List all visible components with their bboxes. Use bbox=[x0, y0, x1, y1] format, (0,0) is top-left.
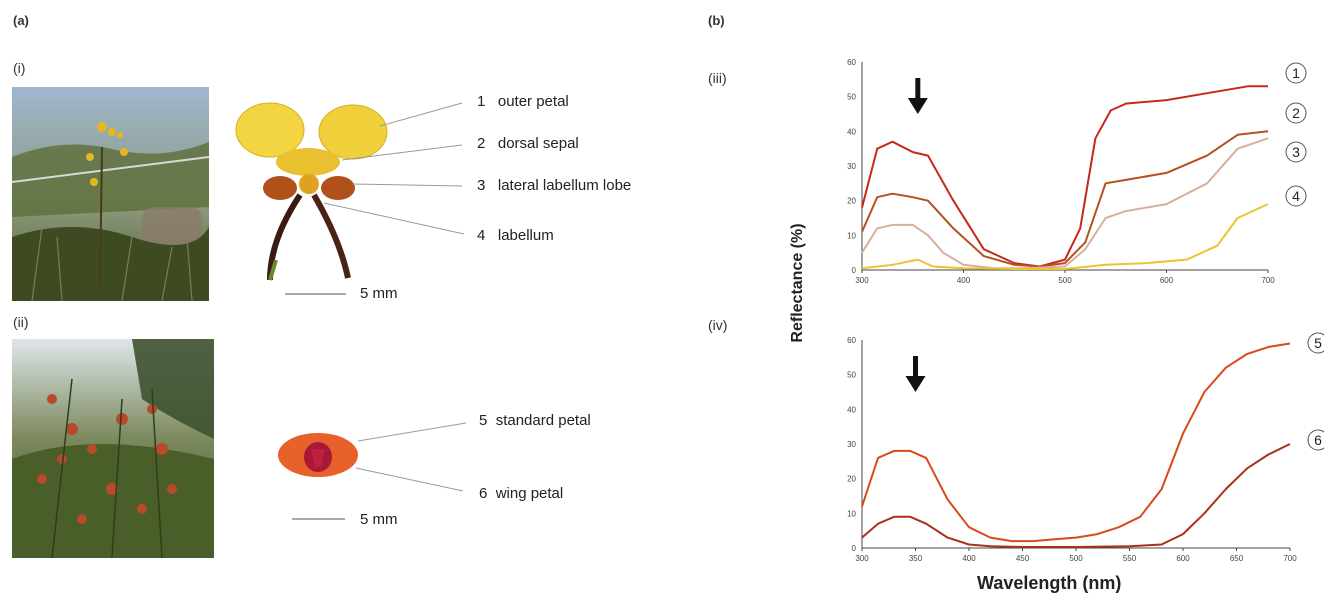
arrow-head-icon bbox=[905, 376, 926, 392]
leader-line-4 bbox=[323, 202, 465, 235]
chart-iv: 300 350 400 450 500 550 600 650 700 0 10 20 30 40 50 60… bbox=[847, 332, 1324, 563]
callout-outer-petal: 1 outer petal bbox=[477, 93, 569, 110]
x-tick-label: 450 bbox=[1016, 554, 1030, 563]
scale-label-orchid: 5 mm bbox=[360, 285, 398, 302]
series-line-1 bbox=[861, 85, 1268, 268]
pea-habitat-photo bbox=[12, 339, 214, 558]
leader-line-6 bbox=[355, 467, 464, 492]
y-tick-label: 30 bbox=[847, 162, 856, 171]
x-tick-label: 300 bbox=[855, 554, 869, 563]
callout-labellum: 4 labellum bbox=[477, 227, 554, 244]
x-tick-label: 550 bbox=[1123, 554, 1137, 563]
callout-wing-petal: 6 wing petal bbox=[479, 485, 563, 502]
series-line-5 bbox=[861, 342, 1291, 543]
y-tick-label: 10 bbox=[847, 509, 856, 518]
leader-line-1 bbox=[379, 102, 463, 127]
x-tick-label: 500 bbox=[1069, 554, 1083, 563]
y-tick-label: 40 bbox=[847, 405, 856, 414]
y-tick-label: 30 bbox=[847, 440, 856, 449]
sub-label-ii: (ii) bbox=[13, 314, 29, 330]
y-tick-label: 20 bbox=[847, 197, 856, 206]
callout-number: 1 bbox=[477, 93, 486, 110]
callout-dorsal-sepal: 2 dorsal sepal bbox=[477, 135, 579, 152]
scale-label-pea: 5 mm bbox=[360, 511, 398, 528]
y-tick-label: 50 bbox=[847, 93, 856, 102]
y-axis-label-container: Reflectance (%) bbox=[783, 223, 813, 342]
sub-label-i: (i) bbox=[13, 60, 26, 76]
leader-line-2 bbox=[341, 144, 463, 161]
callout-text: wing petal bbox=[495, 485, 564, 502]
series-line-2 bbox=[861, 130, 1269, 268]
series-label: 2 bbox=[1292, 105, 1300, 121]
y-axis-label: Reflectance (%) bbox=[789, 223, 806, 343]
y-tick-label: 40 bbox=[847, 127, 856, 136]
x-tick-label: 400 bbox=[962, 554, 976, 563]
callout-text: standard petal bbox=[495, 412, 591, 429]
callout-text: lateral labellum lobe bbox=[497, 177, 632, 194]
y-tick-label: 0 bbox=[852, 266, 857, 275]
y-tick-label: 60 bbox=[847, 336, 856, 345]
leader-line-5 bbox=[357, 422, 467, 442]
panel-label-b: (b) bbox=[708, 13, 725, 28]
series-line-6 bbox=[861, 443, 1291, 548]
y-tick-label: 60 bbox=[847, 58, 856, 67]
callout-text: dorsal sepal bbox=[497, 135, 579, 152]
callout-text: outer petal bbox=[497, 93, 569, 110]
series-label-circle bbox=[1307, 429, 1324, 451]
callout-number: 5 bbox=[479, 412, 488, 429]
x-tick-label: 700 bbox=[1261, 276, 1275, 285]
callout-lateral-labellum-lobe: 3 lateral labellum lobe bbox=[477, 177, 631, 194]
callout-number: 6 bbox=[479, 485, 488, 502]
chart-iii: 300 400 500 600 700 0 10 20 30 40 50 60 1 2 3 4 bbox=[847, 58, 1307, 285]
y-tick-label: 20 bbox=[847, 475, 856, 484]
orchid-habitat-photo bbox=[12, 87, 209, 301]
panel-label-a: (a) bbox=[13, 13, 29, 28]
series-label: 3 bbox=[1292, 144, 1300, 160]
y-tick-label: 10 bbox=[847, 231, 856, 240]
arrow-head-icon bbox=[907, 98, 928, 114]
x-tick-label: 600 bbox=[1176, 554, 1190, 563]
callout-text: labellum bbox=[497, 227, 554, 244]
callout-standard-petal: 5 standard petal bbox=[479, 412, 591, 429]
series-label: 6 bbox=[1314, 432, 1322, 448]
series-line-4 bbox=[861, 203, 1269, 270]
sub-label-iv: (iv) bbox=[708, 317, 728, 333]
series-label: 1 bbox=[1292, 65, 1300, 81]
series-label-circle bbox=[1285, 62, 1307, 84]
pea-flower-image bbox=[276, 431, 360, 483]
series-label-circle bbox=[1285, 185, 1307, 207]
orchid-flower-image bbox=[230, 100, 400, 285]
x-tick-label: 700 bbox=[1283, 554, 1297, 563]
callout-number: 3 bbox=[477, 177, 486, 194]
series-label-circle bbox=[1285, 141, 1307, 163]
series-label: 5 bbox=[1314, 335, 1322, 351]
callout-number: 4 bbox=[477, 227, 486, 244]
x-axis-label: Wavelength (nm) bbox=[977, 573, 1122, 593]
callout-number: 2 bbox=[477, 135, 486, 152]
series-label: 4 bbox=[1292, 188, 1300, 204]
series-label-circle bbox=[1307, 332, 1324, 354]
leader-line-3 bbox=[351, 183, 463, 187]
x-tick-label: 350 bbox=[909, 554, 923, 563]
x-tick-label: 650 bbox=[1230, 554, 1244, 563]
x-tick-label: 300 bbox=[855, 276, 869, 285]
series-label-circle bbox=[1285, 102, 1307, 124]
series-line-3 bbox=[861, 137, 1269, 270]
x-tick-label: 500 bbox=[1058, 276, 1072, 285]
sub-label-iii: (iii) bbox=[708, 70, 727, 86]
y-tick-label: 50 bbox=[847, 371, 856, 380]
y-tick-label: 0 bbox=[852, 544, 857, 553]
x-tick-label: 400 bbox=[957, 276, 971, 285]
x-tick-label: 600 bbox=[1160, 276, 1174, 285]
